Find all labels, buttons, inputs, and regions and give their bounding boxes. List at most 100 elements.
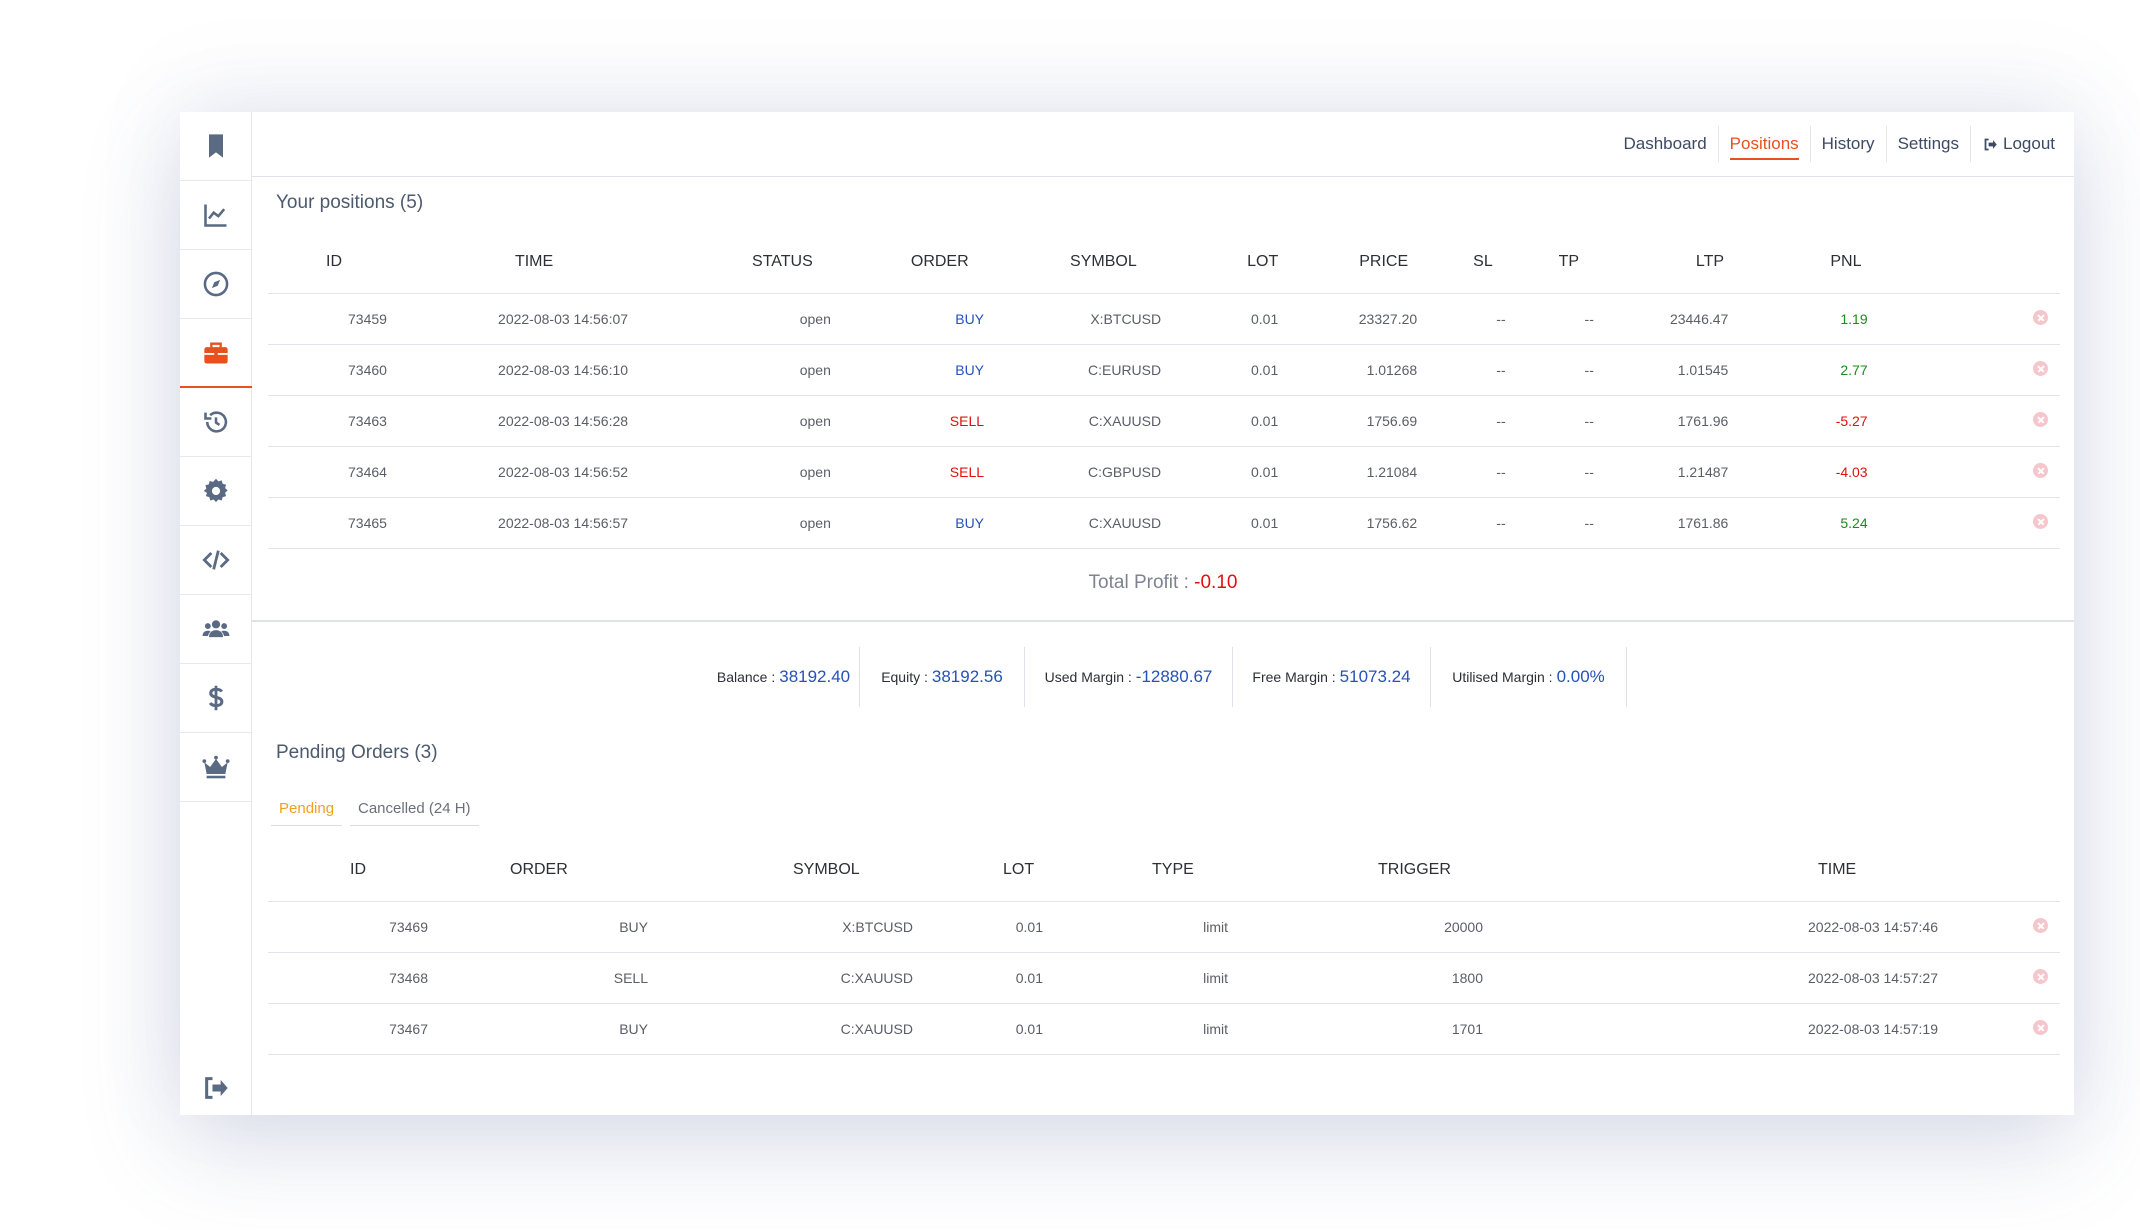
cell-pnl: 5.24 xyxy=(1728,496,1868,549)
position-row: 73465 2022-08-03 14:56:57 open BUY C:XAU… xyxy=(268,496,2060,549)
cell-id: 73460 xyxy=(268,343,387,395)
total-profit: Total Profit : -0.10 xyxy=(252,572,2074,594)
col-header-symbol: SYMBOL xyxy=(793,860,860,878)
sidebar-item-users[interactable] xyxy=(180,595,252,664)
compass-icon xyxy=(203,271,229,297)
cell-time: 2022-08-03 14:57:27 xyxy=(1483,951,1938,1003)
sidebar-item-funds[interactable] xyxy=(180,664,252,733)
sidebar xyxy=(180,112,252,1115)
cell-type: limit xyxy=(1043,1002,1228,1055)
cell-symbol: C:GBPUSD xyxy=(984,445,1162,497)
cell-order: SELL xyxy=(428,951,648,1003)
close-position-icon[interactable] xyxy=(2033,513,2048,529)
nav-dashboard-label: Dashboard xyxy=(1623,134,1707,153)
history-icon xyxy=(204,411,228,433)
pending-order-row: 73469 BUY X:BTCUSD 0.01 limit 20000 2022… xyxy=(268,900,2060,952)
sidebar-item-settings[interactable] xyxy=(180,457,252,526)
cell-lot: 0.01 xyxy=(1161,292,1279,344)
users-icon xyxy=(202,620,230,638)
cell-tp: -- xyxy=(1505,343,1594,395)
positions-title: Your positions (5) xyxy=(276,192,424,213)
pending-orders-title: Pending Orders (3) xyxy=(276,742,438,763)
nav-history[interactable]: History xyxy=(1809,126,1886,162)
cell-time: 2022-08-03 14:56:52 xyxy=(386,445,629,497)
cell-ltp: 1.01545 xyxy=(1593,343,1729,395)
positions-table: ID TIME STATUS ORDER SYMBOL LOT PRICE SL… xyxy=(268,231,2060,549)
cell-trigger: 20000 xyxy=(1228,900,1483,952)
bookmark-icon xyxy=(209,134,223,158)
cell-order: SELL xyxy=(830,445,985,497)
cell-symbol: C:XAUUSD xyxy=(984,496,1162,549)
gear-icon xyxy=(203,478,228,503)
cell-time: 2022-08-03 14:56:10 xyxy=(386,343,629,395)
col-header-time: TIME xyxy=(1818,860,1857,878)
cell-price: 1.21084 xyxy=(1278,445,1418,497)
close-position-icon[interactable] xyxy=(2033,360,2048,376)
col-header-trigger: TRIGGER xyxy=(1378,860,1451,878)
account-stats: Balance : 38192.40 Equity : 38192.56 Use… xyxy=(180,647,2074,707)
cell-lot: 0.01 xyxy=(913,1002,1043,1055)
cell-symbol: C:XAUUSD xyxy=(648,1002,913,1055)
position-row: 73464 2022-08-03 14:56:52 open SELL C:GB… xyxy=(268,445,2060,497)
cell-ltp: 23446.47 xyxy=(1593,292,1729,344)
stat-balance-label: Balance : xyxy=(716,669,776,685)
nav-positions[interactable]: Positions xyxy=(1717,126,1810,162)
crown-icon xyxy=(202,755,230,779)
sidebar-item-positions[interactable] xyxy=(180,319,252,388)
top-navigation: Dashboard Positions History Settings Log… xyxy=(252,112,2074,177)
cell-order: BUY xyxy=(830,292,985,344)
pending-order-row: 73468 SELL C:XAUUSD 0.01 limit 1800 2022… xyxy=(268,951,2060,1003)
sign-out-icon xyxy=(205,1076,228,1099)
cell-ltp: 1.21487 xyxy=(1593,445,1729,497)
close-position-icon[interactable] xyxy=(2033,462,2048,478)
nav-settings[interactable]: Settings xyxy=(1885,126,1970,162)
position-row: 73463 2022-08-03 14:56:28 open SELL C:XA… xyxy=(268,394,2060,446)
cell-price: 1756.62 xyxy=(1278,496,1418,549)
briefcase-icon xyxy=(204,342,228,363)
cell-id: 73465 xyxy=(268,496,387,549)
sidebar-logout-button[interactable] xyxy=(180,1060,252,1115)
cancel-order-icon[interactable] xyxy=(2033,917,2048,933)
sidebar-item-api[interactable] xyxy=(180,526,252,595)
cell-trigger: 1800 xyxy=(1228,951,1483,1003)
cell-order: SELL xyxy=(830,394,985,446)
cell-sl: -- xyxy=(1417,496,1506,549)
col-header-pnl: PNL xyxy=(1830,252,1862,270)
sidebar-item-history[interactable] xyxy=(180,388,252,457)
nav-logout-label: Logout xyxy=(2003,134,2055,153)
tab-pending[interactable]: Pending xyxy=(271,792,343,826)
sidebar-item-premium[interactable] xyxy=(180,733,252,802)
cell-price: 1.01268 xyxy=(1278,343,1418,395)
cell-sl: -- xyxy=(1417,343,1506,395)
nav-dashboard[interactable]: Dashboard xyxy=(1613,126,1718,162)
stat-equity: Equity : 38192.56 xyxy=(860,647,1025,707)
tab-cancelled[interactable]: Cancelled (24 H) xyxy=(350,792,479,826)
cell-sl: -- xyxy=(1417,445,1506,497)
col-header-price: PRICE xyxy=(1359,252,1409,270)
close-position-icon[interactable] xyxy=(2033,309,2048,325)
cancel-order-icon[interactable] xyxy=(2033,1019,2048,1035)
cell-time: 2022-08-03 14:56:07 xyxy=(386,292,629,344)
close-position-icon[interactable] xyxy=(2033,411,2048,427)
cancel-order-icon[interactable] xyxy=(2033,968,2048,984)
cell-id: 73469 xyxy=(268,900,428,952)
nav-history-label: History xyxy=(1821,134,1875,153)
pending-orders-table: ID ORDER SYMBOL LOT TYPE TRIGGER TIME 73… xyxy=(268,839,2060,1055)
cell-time: 2022-08-03 14:57:19 xyxy=(1483,1002,1938,1055)
nav-positions-label: Positions xyxy=(1729,134,1799,160)
sidebar-item-charts[interactable] xyxy=(180,181,252,250)
sidebar-item-explore[interactable] xyxy=(180,250,252,319)
cell-symbol: C:XAUUSD xyxy=(648,951,913,1003)
sidebar-item-bookmarks[interactable] xyxy=(180,112,252,181)
col-header-ltp: LTP xyxy=(1695,252,1725,270)
nav-logout[interactable]: Logout xyxy=(1970,126,2066,162)
stat-balance: Balance : 38192.40 xyxy=(708,647,860,707)
position-row: 73459 2022-08-03 14:56:07 open BUY X:BTC… xyxy=(268,292,2060,344)
cell-status: open xyxy=(628,394,831,446)
total-profit-value: -0.10 xyxy=(1194,572,1238,593)
cell-status: open xyxy=(628,343,831,395)
col-header-id: ID xyxy=(350,860,366,878)
stat-balance-value: 38192.40 xyxy=(779,667,851,686)
cell-lot: 0.01 xyxy=(913,900,1043,952)
col-header-order: ORDER xyxy=(510,860,568,878)
